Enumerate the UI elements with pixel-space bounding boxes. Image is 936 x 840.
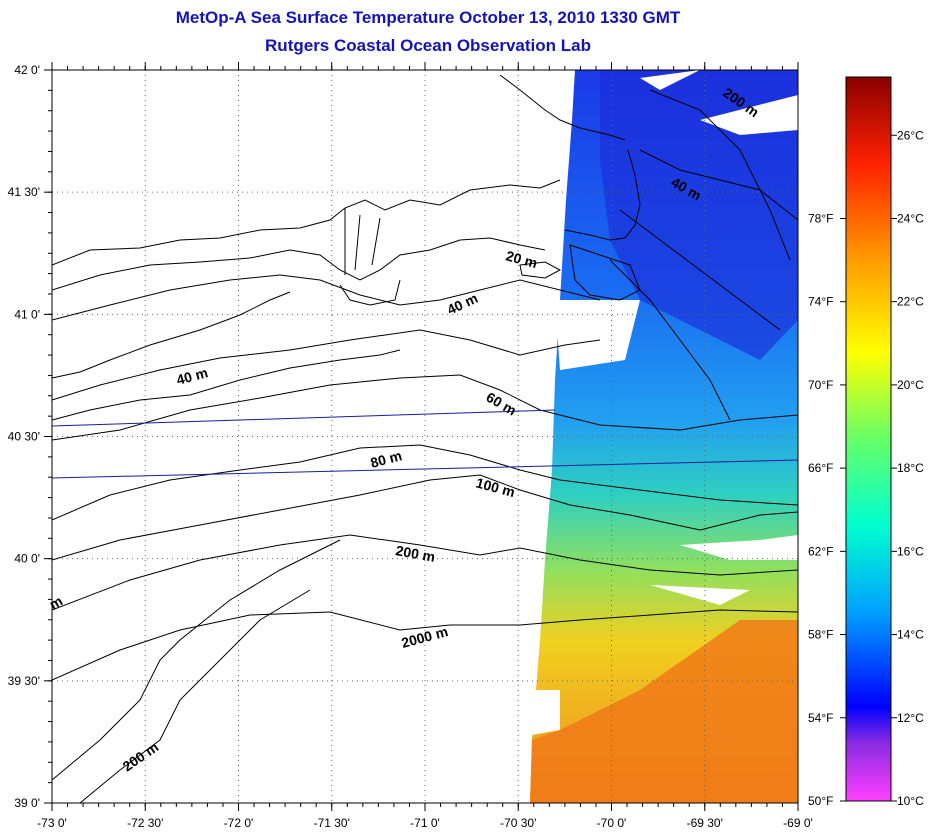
isobath-label: 60 m [484,389,520,419]
lat-tick-label: 40 30' [8,430,40,444]
colorbar-celsius-label: 12°C [897,711,924,725]
lon-tick-label: -71 0' [410,816,440,830]
colorbar [845,76,892,802]
isobath-label: m [47,593,66,613]
lat-tick-label: 42 0' [14,63,40,77]
colorbar-celsius-label: 26°C [897,128,924,142]
lat-tick-label: 39 0' [14,796,40,810]
colorbar-celsius-label: 10°C [897,794,924,808]
map-subtitle: Rutgers Coastal Ocean Observation Lab [265,36,591,55]
colorbar-fahrenheit-label: 66°F [808,461,833,475]
lon-tick-label: -70 30' [500,816,536,830]
colorbar-celsius-label: 24°C [897,211,924,225]
lat-tick-label: 40 0' [14,552,40,566]
axis-labels: -73 0' -72 30' -72 0' -71 30' -71 0' -70 30' -… [8,63,813,830]
lat-tick-label: 41 30' [8,185,40,199]
colorbar-fahrenheit-label: 58°F [808,628,833,642]
colorbar-celsius-label: 20°C [897,378,924,392]
colorbar-fahrenheit-label: 74°F [808,295,833,309]
colorbar-celsius-label: 14°C [897,628,924,642]
isobath-label: 80 m [369,447,404,471]
colorbar-labels: 10°C 12°C 14°C 16°C 18°C 20°C 22°C 24°C 26°C 50°F… [808,128,924,808]
isobath-label: 40 m [175,364,210,388]
colorbar-celsius-label: 22°C [897,295,924,309]
isobath-label: 20 m [504,247,539,271]
colorbar-fahrenheit-label: 78°F [808,211,833,225]
lon-tick-label: -70 0' [597,816,627,830]
colorbar-fahrenheit-label: 54°F [808,711,833,725]
axis-ticks [44,62,799,811]
colorbar-fahrenheit-label: 62°F [808,544,833,558]
lon-tick-label: -72 0' [224,816,254,830]
bathymetry-contours [52,74,798,803]
colorbar-celsius-label: 16°C [897,544,924,558]
isobath-label: 100 m [474,474,516,500]
isobath-label: 200 m [120,739,162,775]
colorbar-fahrenheit-label: 50°F [808,794,833,808]
lat-lon-grid [52,70,798,803]
lon-tick-label: -69 30' [687,816,723,830]
isobath-label: 40 m [445,290,481,318]
lon-tick-label: -73 0' [37,816,67,830]
colorbar-fahrenheit-label: 70°F [808,378,833,392]
sst-field [530,70,798,803]
lon-tick-label: -69 0' [783,816,813,830]
lat-tick-label: 39 30' [8,674,40,688]
lon-tick-label: -72 30' [127,816,163,830]
lon-tick-label: -71 30' [314,816,350,830]
lat-tick-label: 41 0' [14,307,40,321]
colorbar-celsius-label: 18°C [897,461,924,475]
transect-lines [51,409,799,479]
map-title: MetOp-A Sea Surface Temperature October … [175,8,681,27]
isobath-label: 200 m [394,542,436,565]
